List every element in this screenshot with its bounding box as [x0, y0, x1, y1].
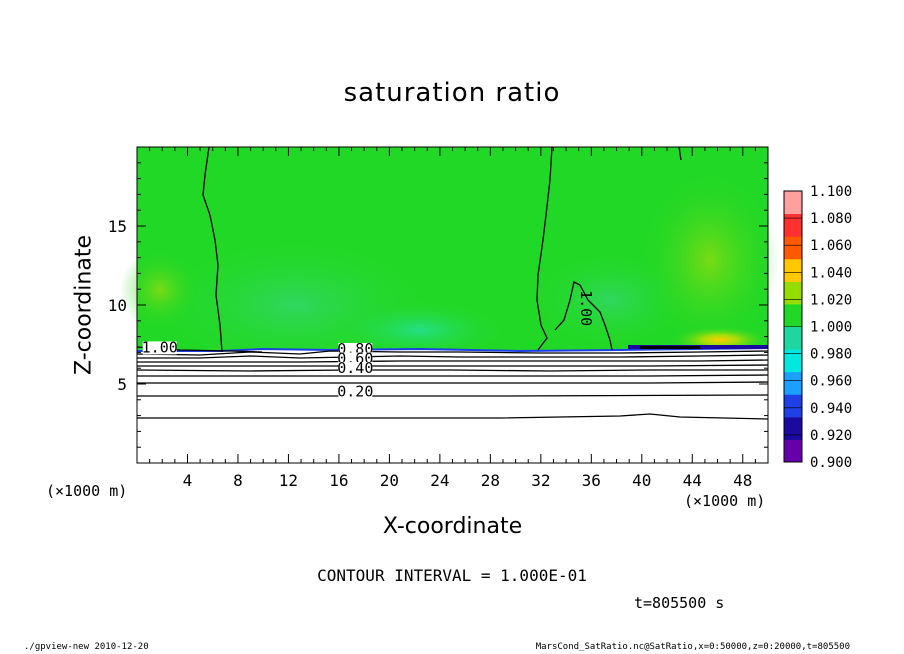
colorbar-label: 0.960 — [810, 374, 852, 390]
colorbar: 0.900 0.920 0.940 0.960 0.980 1.000 1.020 1.040… — [783, 184, 852, 471]
colorbar-swatch — [784, 258, 802, 282]
x-tick-label: 8 — [233, 471, 243, 490]
contour-0.80 — [137, 354, 769, 359]
colorbar-swatch — [784, 191, 802, 215]
colorbar-label: 1.020 — [810, 292, 852, 308]
x-tick-label: 32 — [531, 471, 550, 490]
contour-0.50 — [136, 369, 768, 372]
colorbar-label: 1.040 — [810, 265, 852, 281]
y-tick-label: 5 — [117, 375, 127, 394]
contour-interval-text: CONTOUR INTERVAL = 1.000E-01 — [317, 566, 587, 585]
x-tick-label: 12 — [279, 471, 298, 490]
footer-left: ./gpview-new 2010-12-20 — [24, 642, 149, 652]
colorbar-swatch — [784, 371, 802, 395]
x-unit-label-left: (×1000 m) — [46, 482, 128, 500]
y-tick-label: 15 — [108, 217, 127, 236]
contour-label: 1.00 — [142, 338, 178, 356]
colorbar-swatch — [784, 349, 802, 373]
x-tick-label: 20 — [380, 471, 399, 490]
contour-0.90 — [136, 350, 769, 356]
contour-1.00-right — [554, 281, 613, 351]
colorbar-label: 1.000 — [810, 320, 852, 336]
contour-1.00-left — [202, 146, 223, 353]
chart-title: saturation ratio — [343, 78, 561, 108]
colorbar-swatch — [784, 326, 802, 350]
colorbar-swatch — [784, 236, 802, 260]
time-stamp: t=805500 s — [634, 594, 725, 612]
colorbar-swatch — [784, 213, 802, 237]
colorbar-swatch — [784, 303, 802, 327]
x-axis-label: X-coordinate — [382, 514, 523, 539]
y-tick-label: 10 — [108, 296, 127, 315]
footer-right: MarsCond_SatRatio.nc@SatRatio,x=0:50000,… — [535, 642, 850, 652]
x-tick-label: 48 — [733, 471, 752, 490]
contour-0.20 — [137, 394, 769, 397]
contour-0.30 — [137, 381, 769, 384]
x-tick-label: 4 — [183, 471, 193, 490]
contour-label-bg — [142, 341, 177, 355]
contour-0.70 — [137, 359, 769, 363]
contour-0.40 — [137, 374, 769, 377]
contour-lines — [136, 146, 769, 420]
colorbar-swatch — [784, 394, 802, 418]
colorbar-label: 1.080 — [810, 211, 852, 227]
contour-0.10 — [137, 413, 769, 420]
contour-label: 0.20 — [337, 383, 373, 401]
contour-label: 1.00 — [577, 290, 595, 326]
contour-labels: 1.00 0.800.600.400.201.00 — [142, 290, 596, 401]
x-tick-label: 24 — [430, 471, 449, 490]
colorbar-swatch — [784, 439, 802, 463]
contour-label-bg — [338, 361, 373, 375]
x-tick-label: 44 — [683, 471, 702, 490]
contour-1.00-center — [536, 146, 553, 351]
saturation-field — [120, 147, 780, 463]
x-tick-label: 36 — [582, 471, 601, 490]
contour-0.60 — [137, 364, 769, 367]
colorbar-swatch — [784, 416, 802, 440]
x-tick-label: 40 — [632, 471, 651, 490]
x-tick-label: 16 — [329, 471, 348, 490]
colorbar-label: 1.100 — [810, 184, 852, 200]
colorbar-label: 0.900 — [810, 455, 852, 471]
x-tick-label: 28 — [481, 471, 500, 490]
y-axis-label: Z-coordinate — [71, 235, 97, 375]
colorbar-swatch — [784, 281, 802, 305]
colorbar-label: 0.980 — [810, 347, 852, 363]
colorbar-label: 0.940 — [810, 401, 852, 417]
colorbar-label: 1.060 — [810, 238, 852, 254]
contour-label-bg — [338, 385, 373, 399]
x-unit-label-right: (×1000 m) — [684, 492, 766, 510]
contour-label: 0.40 — [337, 359, 373, 377]
colorbar-label: 0.920 — [810, 428, 852, 444]
